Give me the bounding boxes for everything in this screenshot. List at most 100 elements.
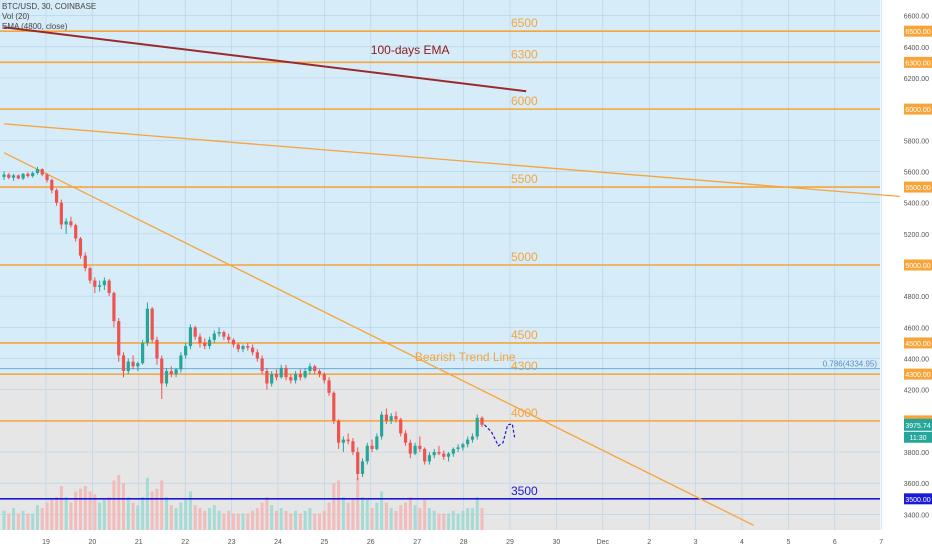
volume-bar [26,513,30,530]
volume-bar [265,497,269,530]
candle-body [141,342,145,364]
candle-body [432,452,436,456]
volume-bar [12,508,16,530]
volume-bar [404,502,408,530]
candle-body [274,374,279,378]
time-tick-label: 6 [833,539,837,546]
price-level-tag [904,103,932,115]
time-tick-label: 4 [740,539,744,546]
volume-bar [74,491,78,530]
volume-bar [150,491,154,530]
candle-body [461,444,465,448]
volume-bar [466,508,470,530]
ema-line [4,26,527,93]
time-tick-label: 20 [89,539,97,546]
volume-bar [260,502,264,530]
candle-body [88,268,92,281]
drawn-lines [3,26,900,526]
trend-annotation: Bearish Trend Line [415,350,516,364]
volume-bar [155,488,159,530]
candle-body [222,332,226,337]
volume-bar [7,513,11,530]
candle-body [227,336,231,340]
candle-body [351,441,355,453]
candle-body [2,174,6,177]
volume-bar [308,508,312,530]
volume-bar [112,480,116,530]
candle-body [313,366,317,371]
candle-body [341,439,345,443]
time-tick-label: 2 [647,539,651,546]
volume-bar [255,508,259,530]
volume-bar [327,502,331,530]
candle-body [293,374,298,381]
candle-body [337,420,341,443]
candle-body [250,347,255,353]
countdown-label: 11:30 [910,435,927,442]
volume-bar [246,513,250,530]
volume-bar [122,483,125,530]
volume-bar [198,508,202,530]
candle-body [207,339,212,347]
volume-bar [322,510,326,530]
volume-bar [2,510,6,530]
volume-bar [361,497,364,530]
price-level-tag-label: 5500.00 [905,185,930,192]
volume-bar [45,502,49,530]
candle-body [298,374,302,378]
volume-bar [418,508,422,530]
time-tick-label: 23 [228,539,236,546]
candle-body [322,374,326,381]
volume-bar [279,508,283,530]
candle-body [64,221,68,225]
volume-bar [423,499,427,530]
candle-body [246,346,250,348]
candle-body [231,339,236,345]
volume-bar [174,508,178,530]
countdown-tag [904,431,932,443]
upper-trend-line [4,123,900,198]
volume-bar [83,486,87,530]
candle-body [198,336,202,343]
volume-bar [55,497,59,530]
projection-path [484,423,516,447]
price-axis: 3400.003600.003800.004000.004200.004400.… [904,14,932,519]
candle-body [260,358,264,371]
candle-body [150,308,154,340]
volume-bar [217,510,221,530]
price-tick-label: 4200.00 [904,388,929,395]
candle-body [16,175,20,179]
volume-bar [317,513,321,530]
volume-bar [222,513,226,530]
time-tick-label: 30 [553,539,561,546]
volume-bar [69,502,73,530]
candle-body [145,308,149,343]
candle-body [456,447,460,449]
volume-bar [370,508,374,530]
volume-bar [270,505,274,530]
time-axis: 19 20 21 22 23 24 25 26 27 28 29 30 Dec 2 3 4 5 6 7 [42,539,883,546]
volume-bar [188,491,192,530]
volume-bar [351,499,355,530]
candle-body [466,439,470,445]
candle-body [179,355,183,370]
volume-bar [236,513,240,530]
volume-bar [16,513,20,530]
time-tick-label: 7 [879,539,883,546]
volume-bar [179,502,183,530]
time-tick-label: 3 [694,539,698,546]
price-tick-label: 6400.00 [904,45,929,52]
price-level-tag-label: 3500.00 [905,497,930,504]
level-label: 6300 [511,47,538,61]
level-label: 4300 [511,359,538,373]
candle-body [437,452,441,454]
volume-bar [447,513,451,530]
time-tick-label: 28 [460,539,468,546]
volume-bar [35,505,39,530]
candle-body [408,442,412,454]
price-tick-label: 5600.00 [904,169,929,176]
volume-bar [456,513,460,530]
volume-bar [337,480,341,530]
